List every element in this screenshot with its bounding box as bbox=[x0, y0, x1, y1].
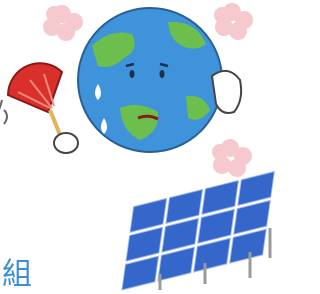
solar-panel bbox=[119, 168, 276, 294]
pink-flower bbox=[43, 5, 83, 41]
pink-flower bbox=[214, 3, 253, 40]
page: 組 (() => { const data = JSON.parse(docum… bbox=[0, 0, 276, 294]
pink-flower bbox=[212, 139, 252, 177]
earth bbox=[78, 8, 222, 152]
illustration: 組 bbox=[0, 0, 276, 294]
caption: 組 bbox=[2, 257, 32, 292]
hand bbox=[212, 71, 241, 113]
hand-fan bbox=[0, 63, 78, 153]
